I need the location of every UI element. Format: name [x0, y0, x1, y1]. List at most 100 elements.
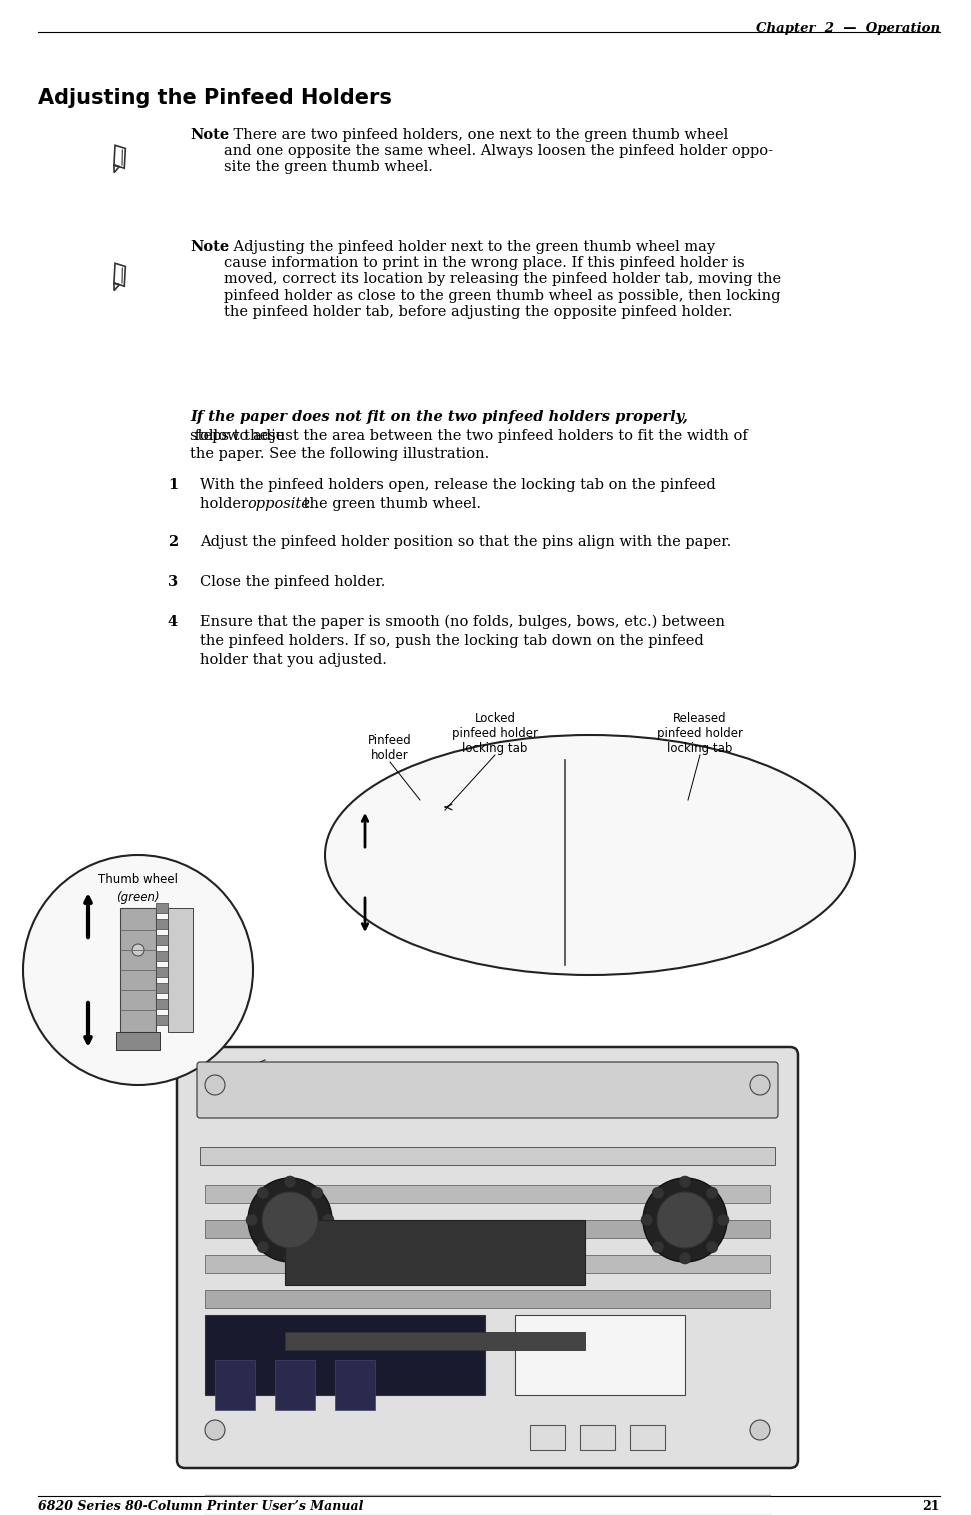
Circle shape [653, 1241, 664, 1253]
Circle shape [706, 1241, 718, 1253]
Bar [695, 920, 705, 935]
Text: the green thumb wheel.: the green thumb wheel. [299, 497, 481, 511]
Bar [402, 854, 458, 920]
Bar [156, 1015, 168, 1026]
Circle shape [248, 1179, 332, 1262]
Text: 21: 21 [922, 1500, 940, 1513]
Circle shape [750, 1420, 770, 1439]
Circle shape [322, 1214, 334, 1226]
FancyBboxPatch shape [177, 1047, 798, 1468]
Bar [630, 1426, 665, 1450]
Text: 6820 Series 80-Column Printer User’s Manual: 6820 Series 80-Column Printer User’s Man… [38, 1500, 363, 1513]
Circle shape [205, 1420, 225, 1439]
Text: 4: 4 [168, 615, 178, 629]
Text: (green): (green) [117, 891, 160, 904]
Text: : There are two pinfeed holders, one next to the green thumb wheel
and one oppos: : There are two pinfeed holders, one nex… [224, 127, 773, 174]
Circle shape [750, 1076, 770, 1095]
Text: If the paper does not fit on the two pinfeed holders properly,: If the paper does not fit on the two pin… [190, 411, 687, 424]
Bar [285, 1220, 585, 1285]
Text: 2: 2 [168, 535, 178, 548]
Text: Adjust the pinfeed holder position so that the pins align with the paper.: Adjust the pinfeed holder position so th… [200, 535, 731, 548]
Bar [156, 951, 168, 961]
Circle shape [679, 1251, 691, 1264]
Bar [200, 1147, 775, 1165]
Text: : Adjusting the pinfeed holder next to the green thumb wheel may
cause informati: : Adjusting the pinfeed holder next to t… [224, 239, 781, 318]
Bar [205, 1185, 770, 1203]
Bar [156, 935, 168, 945]
Bar [580, 1426, 615, 1450]
Bar [678, 833, 722, 854]
Circle shape [262, 1192, 318, 1248]
Text: 3: 3 [168, 576, 178, 589]
FancyBboxPatch shape [683, 821, 717, 835]
Circle shape [246, 1214, 258, 1226]
Text: Pinfeed
holder: Pinfeed holder [368, 733, 412, 762]
Bar [205, 1254, 770, 1273]
Bar [335, 1360, 375, 1410]
Text: the paper. See the following illustration.: the paper. See the following illustratio… [190, 447, 489, 461]
Text: Ensure that the paper is smooth (no folds, bulges, bows, etc.) between: Ensure that the paper is smooth (no fold… [200, 615, 725, 629]
Circle shape [311, 1241, 323, 1253]
Text: holder that you adjusted.: holder that you adjusted. [200, 653, 386, 667]
Bar [156, 967, 168, 977]
Text: follow these: follow these [190, 429, 285, 442]
Bar [275, 1360, 315, 1410]
Circle shape [657, 1192, 713, 1248]
Text: Note: Note [190, 127, 229, 142]
Text: Adjusting the Pinfeed Holders: Adjusting the Pinfeed Holders [38, 88, 392, 108]
Circle shape [284, 1176, 296, 1188]
Bar [425, 920, 435, 935]
Text: Released
pinfeed holder
locking tab: Released pinfeed holder locking tab [657, 712, 743, 754]
Bar [156, 998, 168, 1009]
Bar [408, 833, 452, 854]
Bar [205, 1220, 770, 1238]
Circle shape [205, 1076, 225, 1095]
Bar [443, 920, 453, 935]
Bar [205, 1289, 770, 1307]
Circle shape [311, 1188, 323, 1200]
Circle shape [706, 1188, 718, 1200]
FancyBboxPatch shape [413, 817, 447, 835]
Bar [120, 907, 156, 1032]
Bar [116, 1032, 160, 1050]
Bar [156, 903, 168, 914]
Bar [215, 1360, 255, 1410]
Bar [285, 1332, 585, 1350]
Circle shape [653, 1188, 664, 1200]
Circle shape [643, 1179, 727, 1262]
Text: Chapter  2  —  Operation: Chapter 2 — Operation [755, 23, 940, 35]
Text: holder: holder [200, 497, 252, 511]
Circle shape [132, 944, 144, 956]
Circle shape [284, 1251, 296, 1264]
Text: the pinfeed holders. If so, push the locking tab down on the pinfeed: the pinfeed holders. If so, push the loc… [200, 633, 704, 648]
Circle shape [448, 903, 462, 917]
Bar [677, 920, 687, 935]
Circle shape [718, 903, 732, 917]
Text: Note: Note [190, 239, 229, 255]
Circle shape [679, 1176, 691, 1188]
Bar [340, 862, 520, 879]
Bar [156, 920, 168, 929]
Circle shape [717, 1214, 729, 1226]
Bar [407, 920, 417, 935]
Bar [610, 862, 790, 879]
Text: 1: 1 [168, 479, 178, 492]
Circle shape [257, 1241, 269, 1253]
Bar [205, 1315, 485, 1395]
Text: Locked
pinfeed holder
locking tab: Locked pinfeed holder locking tab [452, 712, 538, 754]
Bar [515, 1315, 685, 1395]
Bar [672, 854, 728, 920]
Text: With the pinfeed holders open, release the locking tab on the pinfeed: With the pinfeed holders open, release t… [200, 479, 716, 492]
Bar [156, 983, 168, 992]
Circle shape [641, 1214, 653, 1226]
Circle shape [257, 1188, 269, 1200]
Text: steps to adjust the area between the two pinfeed holders to fit the width of: steps to adjust the area between the two… [190, 429, 748, 442]
Text: Close the pinfeed holder.: Close the pinfeed holder. [200, 576, 385, 589]
FancyBboxPatch shape [197, 1062, 778, 1118]
Bar [530, 1426, 565, 1450]
Circle shape [23, 854, 253, 1085]
Ellipse shape [325, 735, 855, 976]
Text: Thumb wheel: Thumb wheel [98, 873, 178, 886]
Bar [713, 920, 723, 935]
Bar [168, 907, 193, 1032]
